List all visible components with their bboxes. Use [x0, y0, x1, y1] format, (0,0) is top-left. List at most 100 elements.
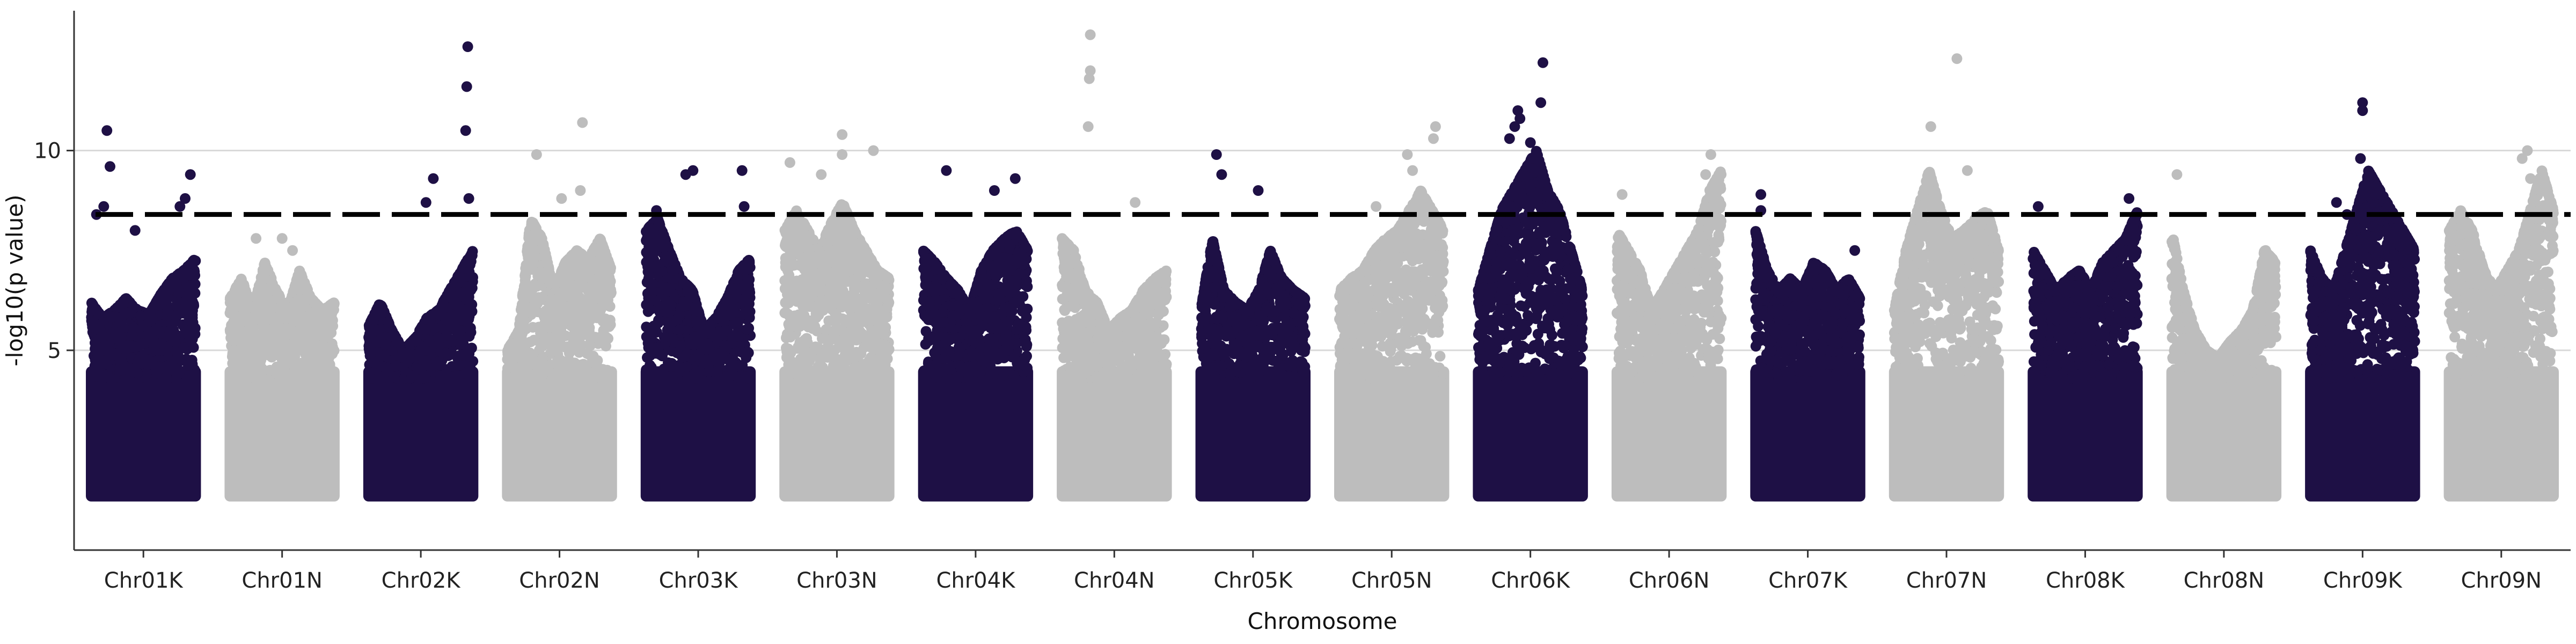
- data-point: [234, 368, 245, 378]
- data-point: [172, 353, 183, 364]
- data-point: [275, 327, 287, 338]
- data-point: [150, 300, 161, 311]
- data-point: [383, 317, 394, 328]
- data-point: [682, 285, 693, 296]
- data-point: [435, 370, 447, 382]
- data-point: [678, 352, 690, 363]
- data-point: [314, 308, 326, 319]
- peak-point: [461, 81, 472, 92]
- data-point: [126, 307, 137, 318]
- data-point: [411, 333, 422, 345]
- data-point: [391, 336, 402, 348]
- data-point: [674, 324, 685, 335]
- data-point: [581, 360, 592, 371]
- data-point: [432, 357, 443, 368]
- data-point: [250, 314, 261, 325]
- data-point: [278, 336, 289, 347]
- data-point: [266, 300, 277, 311]
- data-point: [103, 372, 114, 383]
- data-point: [671, 314, 683, 325]
- data-point: [233, 299, 244, 311]
- peak-point: [531, 149, 542, 160]
- peak-point: [420, 197, 431, 208]
- peak-point: [287, 245, 298, 256]
- data-point: [437, 297, 449, 309]
- data-point: [456, 335, 467, 347]
- data-point: [171, 310, 182, 321]
- data-point: [319, 372, 331, 383]
- data-point: [668, 265, 679, 276]
- data-point: [143, 326, 155, 337]
- data-point: [539, 244, 550, 255]
- data-point: [642, 338, 654, 349]
- data-point: [649, 261, 661, 273]
- data-point: [546, 368, 558, 379]
- data-point: [91, 370, 102, 382]
- data-point: [250, 301, 261, 312]
- data-point: [588, 370, 599, 382]
- data-point: [106, 311, 118, 323]
- data-point: [522, 367, 533, 378]
- data-point: [188, 321, 199, 332]
- data-point: [581, 312, 592, 323]
- data-point: [147, 313, 158, 325]
- data-point: [736, 263, 747, 274]
- data-point: [251, 352, 262, 363]
- data-point: [87, 321, 98, 333]
- data-point: [724, 371, 735, 382]
- data-point: [723, 310, 734, 321]
- data-point: [655, 349, 667, 360]
- data-point: [744, 312, 755, 323]
- data-point: [744, 298, 755, 310]
- data-point: [665, 300, 676, 311]
- chromosome-points-chr02n: [502, 117, 617, 502]
- data-point: [561, 371, 572, 382]
- data-point: [230, 311, 241, 322]
- data-point: [162, 305, 173, 317]
- data-point: [741, 352, 752, 363]
- peak-point: [687, 165, 699, 176]
- data-point: [668, 361, 679, 372]
- data-point: [504, 354, 516, 365]
- data-point: [517, 344, 528, 355]
- data-point: [553, 330, 564, 341]
- data-point: [460, 257, 472, 268]
- data-point: [567, 321, 579, 333]
- data-point: [292, 358, 304, 369]
- data-point: [309, 333, 320, 345]
- data-points: [86, 29, 2559, 502]
- data-point: [364, 367, 375, 378]
- data-point: [519, 270, 531, 281]
- data-point: [645, 224, 656, 235]
- peak-point: [185, 169, 196, 180]
- data-point: [604, 275, 614, 287]
- data-point: [251, 363, 261, 374]
- peak-point: [556, 193, 567, 204]
- data-point: [647, 249, 658, 260]
- data-point: [526, 241, 538, 252]
- data-point: [279, 299, 290, 310]
- data-point: [549, 343, 560, 355]
- data-point: [667, 371, 678, 382]
- data-point: [691, 372, 702, 384]
- data-point: [307, 323, 318, 334]
- data-point: [237, 353, 248, 364]
- data-point: [433, 332, 444, 343]
- data-point: [115, 364, 127, 376]
- data-point: [663, 284, 675, 295]
- data-point: [561, 290, 573, 302]
- data-point: [406, 370, 418, 382]
- data-point: [420, 355, 431, 366]
- data-point: [255, 328, 266, 340]
- data-point: [641, 368, 652, 379]
- data-point: [461, 294, 472, 305]
- data-point: [230, 324, 241, 335]
- data-point: [466, 342, 477, 354]
- data-point: [368, 314, 379, 325]
- peak-point: [129, 225, 141, 236]
- data-point: [524, 357, 535, 368]
- data-point: [163, 281, 174, 292]
- data-point: [597, 316, 609, 327]
- data-point: [713, 348, 724, 360]
- data-point: [529, 303, 540, 314]
